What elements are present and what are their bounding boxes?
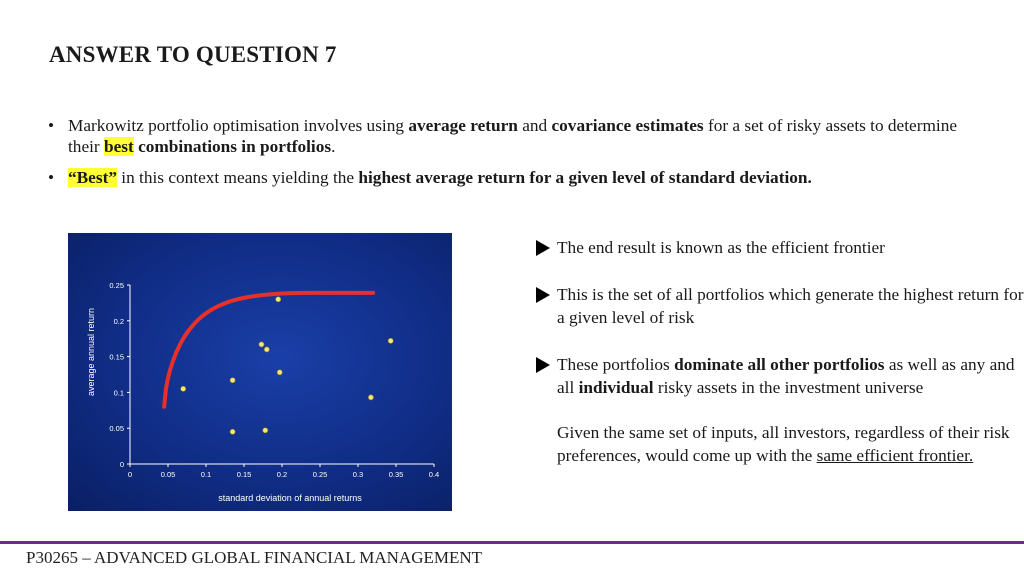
bullet-item: • “Best” in this context means yielding …	[48, 168, 968, 189]
bullet-text: Markowitz portfolio optimisation involve…	[68, 116, 957, 156]
text-segment: These portfolios	[557, 355, 675, 374]
text-segment: Markowitz portfolio optimisation involve…	[68, 116, 409, 135]
text-segment: This is the set of all portfolios which …	[557, 285, 1024, 327]
text-segment: risky assets in the investment universe	[653, 378, 924, 397]
y-tick-label: 0.25	[109, 281, 124, 290]
scatter-point	[276, 369, 283, 376]
text-segment: as well as any and all	[557, 355, 1015, 397]
x-axis-ticks: 0 0.05 0.1 0.15 0.2 0.25 0.3 0.35 0.4	[128, 464, 439, 479]
arrow-bullet-icon	[536, 287, 550, 303]
text-segment: combinations in portfolios	[133, 136, 332, 156]
y-tick-label: 0.1	[114, 388, 124, 397]
bullet-dot: •	[48, 116, 55, 135]
text-segment: for a set of risky assets to determine t…	[68, 116, 958, 156]
scatter-point	[229, 428, 236, 435]
y-tick-label: 0.05	[109, 424, 124, 433]
bullet-item: • Markowitz portfolio optimisation invol…	[48, 116, 968, 157]
y-tick-label: 0	[120, 460, 124, 469]
bullet-list: • Markowitz portfolio optimisation invol…	[48, 116, 968, 200]
text-segment: dominate all other portfolios	[674, 355, 885, 374]
x-axis-label: standard deviation of annual returns	[218, 493, 362, 503]
efficient-frontier-curve	[162, 290, 376, 409]
text-segment: Given the same set of inputs, all invest…	[557, 423, 1010, 465]
text-segment: in this context means yielding the	[116, 168, 359, 187]
scatter-point	[368, 394, 374, 401]
scatter-point	[258, 341, 265, 348]
scatter-point	[262, 427, 269, 434]
scatter-point	[263, 346, 270, 353]
x-tick-label: 0.3	[353, 470, 363, 479]
text-segment: best	[104, 136, 134, 156]
footer-rule	[0, 541, 1024, 544]
right-panel: The end result is known as the efficient…	[536, 236, 1024, 467]
x-tick-label: 0.35	[389, 470, 404, 479]
efficient-frontier-chart: 0 0.05 0.1 0.15 0.2 0.25 0.3 0.35 0.4 0 0.05 0.1 0.…	[68, 233, 452, 511]
text-segment: The end result is known as the efficient…	[557, 238, 885, 257]
right-panel-text: The end result is known as the efficient…	[557, 238, 885, 257]
text-segment: individual	[578, 378, 654, 397]
chart-axes	[129, 285, 434, 465]
right-panel-item: The end result is known as the efficient…	[536, 236, 1024, 259]
scatter-points	[180, 296, 394, 435]
right-panel-item: Given the same set of inputs, all invest…	[536, 421, 1024, 467]
x-tick-label: 0.25	[313, 470, 328, 479]
x-tick-label: 0.4	[429, 470, 439, 479]
x-tick-label: 0	[128, 470, 132, 479]
scatter-point	[229, 377, 236, 384]
y-tick-label: 0.2	[114, 317, 124, 326]
text-segment: “Best”	[68, 168, 117, 187]
slide-title: ANSWER TO QUESTION 7	[49, 42, 337, 67]
footer-text: P30265 – ADVANCED GLOBAL FINANCIAL MANAG…	[26, 548, 483, 567]
right-panel-text: Given the same set of inputs, all invest…	[557, 423, 1010, 465]
right-panel-text: This is the set of all portfolios which …	[557, 285, 1023, 327]
arrow-bullet-icon	[536, 240, 550, 256]
y-axis-label: average annual return	[86, 308, 96, 396]
text-segment: .	[331, 136, 336, 156]
text-segment: average return	[408, 116, 518, 135]
scatter-point	[180, 385, 187, 392]
right-panel-item: This is the set of all portfolios which …	[536, 283, 1024, 329]
text-segment: and	[517, 116, 552, 135]
y-axis-ticks: 0 0.05 0.1 0.15 0.2 0.25	[109, 281, 130, 469]
right-panel-text: These portfolios dominate all other port…	[557, 355, 1015, 397]
chart-svg: 0 0.05 0.1 0.15 0.2 0.25 0.3 0.35 0.4 0 0.05 0.1 0.…	[86, 281, 439, 503]
text-segment: same efficient frontier.	[816, 446, 974, 465]
x-tick-label: 0.05	[161, 470, 176, 479]
x-tick-label: 0.2	[277, 470, 287, 479]
scatter-point	[387, 337, 394, 344]
right-panel-item: These portfolios dominate all other port…	[536, 353, 1024, 399]
x-tick-label: 0.15	[237, 470, 252, 479]
text-segment: covariance estimates	[551, 116, 704, 135]
bullet-dot: •	[48, 168, 55, 187]
text-segment: highest average return for a given level…	[358, 168, 812, 187]
y-tick-label: 0.15	[109, 353, 124, 362]
x-tick-label: 0.1	[201, 470, 211, 479]
bullet-text: “Best” in this context means yielding th…	[68, 168, 812, 187]
scatter-point	[275, 296, 282, 303]
arrow-bullet-icon	[536, 357, 550, 373]
